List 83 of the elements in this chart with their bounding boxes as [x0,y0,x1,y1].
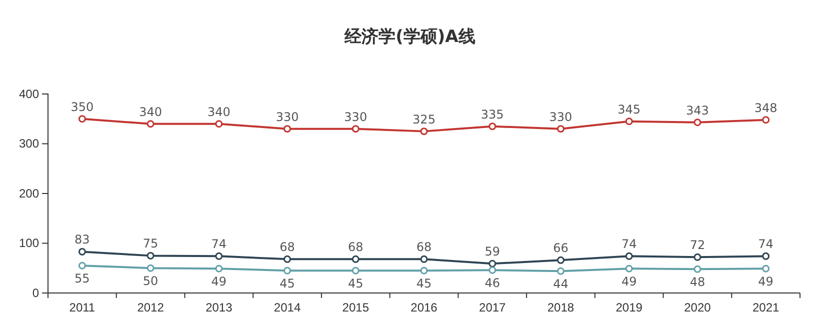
x-tick-label: 2013 [206,300,233,315]
point [78,248,86,256]
data-label: 44 [553,277,568,292]
data-label: 45 [348,276,364,291]
data-label: 66 [553,241,568,256]
point [352,266,360,274]
data-label: 45 [280,276,295,291]
data-label: 68 [416,240,432,254]
x-tick-label: 2015 [342,300,370,315]
x-tick-label: 2011 [69,300,96,315]
data-label: 330 [549,110,572,124]
chart-title: 经济学(学硕)A线 [344,27,476,47]
point [556,256,564,264]
y-tick-label: 400 [18,86,40,101]
data-label: 330 [276,110,299,124]
data-label: 68 [280,240,295,254]
point [420,255,428,263]
point [762,264,770,272]
data-label: 345 [618,102,641,116]
data-label: 330 [344,110,368,124]
x-tick-label: 2017 [479,300,506,315]
point [284,266,292,274]
point [488,260,496,268]
x-tick-label: 2021 [752,300,780,315]
x-tick-label: 2019 [616,300,643,315]
data-label: 49 [758,274,774,289]
point [694,265,702,273]
point [625,118,633,126]
y-tick-label: 100 [18,236,40,250]
point [146,252,154,260]
point [556,267,564,275]
data-label: 49 [621,274,637,289]
point [146,264,154,272]
point [215,120,223,128]
point [625,252,633,260]
data-label: 59 [484,244,500,259]
point [488,266,496,274]
data-label: 348 [754,100,778,115]
data-label: 49 [211,274,227,289]
point [694,118,702,126]
y-tick-label: 0 [32,286,40,300]
data-label: 46 [484,276,500,290]
data-label: 74 [621,237,637,252]
point [762,116,770,124]
y-tick-label: 300 [18,136,40,151]
data-label: 340 [139,104,162,119]
x-tick-label: 2016 [410,300,438,315]
data-label: 48 [690,275,706,290]
point [625,264,633,272]
point [215,252,223,260]
data-label: 325 [412,112,436,126]
point [762,252,770,260]
data-label: 343 [686,103,709,118]
point [215,264,223,272]
point [352,125,360,133]
data-label: 68 [348,240,364,254]
data-label: 75 [142,236,158,251]
point [146,120,154,128]
x-tick-label: 2014 [274,300,301,315]
data-label: 74 [758,237,774,252]
point [488,122,496,130]
data-label: 335 [480,107,504,122]
point [352,255,360,263]
point [694,253,702,261]
point [420,266,428,274]
point [78,262,86,270]
data-label: 350 [70,100,94,114]
point [556,125,564,133]
point [284,255,292,263]
point [78,115,86,123]
data-label: 72 [690,238,706,252]
y-tick-label: 200 [18,186,40,200]
data-label: 45 [416,276,432,291]
data-label: 55 [74,272,90,286]
x-tick-label: 2020 [684,300,712,315]
x-tick-label: 2012 [137,300,164,315]
data-label: 340 [207,104,230,119]
data-label: 50 [142,274,158,288]
data-label: 74 [211,237,227,252]
x-tick-label: 2018 [547,300,574,315]
data-label: 83 [74,232,90,247]
point [284,125,292,133]
point [420,128,428,136]
